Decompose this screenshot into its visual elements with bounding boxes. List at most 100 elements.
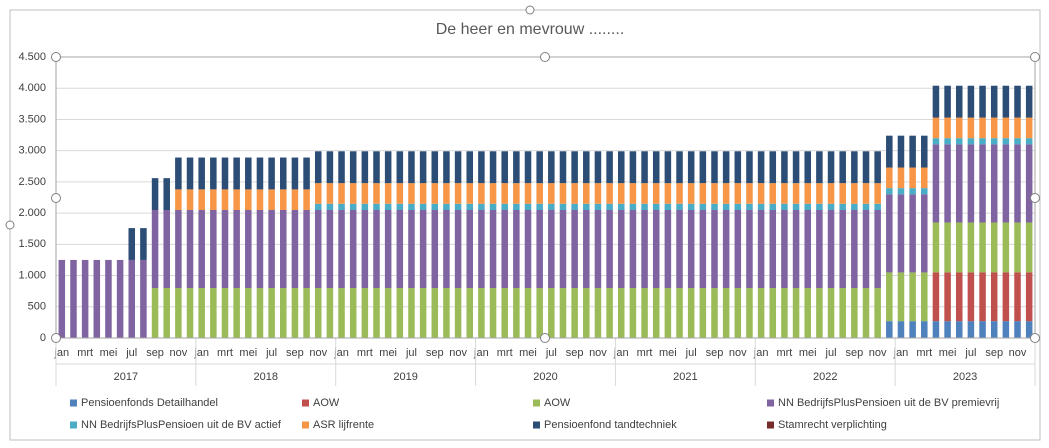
bar-segment — [454, 203, 462, 210]
bar-segment — [851, 203, 858, 210]
bar-segment — [559, 183, 567, 204]
bar-segment — [594, 209, 602, 289]
bar-segment — [886, 272, 893, 322]
bar-segment — [408, 288, 415, 338]
x-tick-label: mrt — [916, 347, 932, 359]
bar-segment — [186, 189, 194, 210]
bar-segment — [699, 288, 707, 338]
handle[interactable] — [5, 220, 15, 230]
bar-segment — [175, 288, 182, 338]
handle[interactable] — [51, 52, 61, 62]
bar-segment — [990, 117, 998, 139]
bar-segment — [443, 151, 450, 184]
bar-segment — [897, 135, 905, 168]
bar-segment — [932, 138, 940, 145]
bar-segment — [571, 209, 578, 289]
x-tick-label: nov — [589, 347, 607, 359]
bar-segment — [676, 288, 683, 338]
legend-label: Pensioenfonds Detailhandel — [81, 397, 218, 409]
x-tick-label: jan — [193, 347, 209, 359]
bar-segment — [792, 209, 800, 289]
bar-segment — [1025, 138, 1033, 145]
bar-segment — [851, 151, 858, 184]
bar-segment — [1025, 222, 1033, 273]
handle[interactable] — [51, 333, 61, 343]
bar-segment — [443, 183, 450, 204]
x-tick-label: nov — [449, 347, 467, 359]
bar-segment — [594, 183, 602, 204]
bar-segment — [979, 85, 986, 118]
bar-segment — [268, 288, 275, 338]
x-tick-label: sep — [845, 347, 863, 359]
bar-segment — [583, 151, 590, 184]
bar-segment — [664, 209, 672, 289]
bar-segment — [245, 288, 252, 338]
bar-segment — [932, 272, 940, 322]
handle[interactable] — [51, 193, 61, 203]
bar-segment — [606, 151, 613, 184]
bar-segment — [851, 288, 858, 338]
x-tick-label: mei — [379, 347, 397, 359]
bar-segment — [221, 189, 229, 210]
bar-segment — [944, 117, 951, 139]
bar-segment — [944, 85, 951, 118]
bar-segment — [268, 209, 275, 289]
bar-segment — [979, 222, 986, 273]
bar-segment — [349, 288, 357, 338]
bar-segment — [151, 288, 159, 338]
bar-segment — [955, 272, 963, 322]
legend-swatch — [533, 421, 540, 429]
bar-segment — [419, 183, 427, 204]
bar-segment — [268, 157, 275, 190]
bar-segment — [128, 228, 136, 260]
bar-segment — [361, 209, 369, 289]
bar-segment — [163, 288, 170, 338]
bar-segment — [792, 183, 800, 204]
handle[interactable] — [540, 333, 550, 343]
legend-swatch — [70, 421, 77, 429]
bar-segment — [921, 321, 928, 338]
chart-title: De heer en mevrouw ........ — [436, 21, 625, 38]
bar-segment — [221, 288, 229, 338]
bar-segment — [909, 321, 916, 338]
bar-segment — [478, 151, 485, 184]
bar-segment — [431, 209, 439, 289]
bar-segment — [384, 151, 392, 184]
bar-segment — [443, 209, 450, 289]
legend-swatch — [70, 399, 77, 407]
bar-segment — [979, 138, 986, 145]
y-tick-label: 2.500 — [18, 176, 46, 188]
x-tick-label: mei — [939, 347, 957, 359]
bar-segment — [827, 209, 835, 289]
bar-segment — [384, 183, 392, 204]
bar-segment — [478, 203, 485, 210]
bar-segment — [548, 288, 555, 338]
bar-segment — [711, 151, 718, 184]
handle[interactable] — [525, 5, 535, 15]
handle[interactable] — [1030, 333, 1040, 343]
bar-segment — [676, 151, 683, 184]
bar-segment — [245, 209, 252, 289]
x-tick-label: mei — [519, 347, 537, 359]
bar-segment — [781, 203, 788, 210]
bar-segment — [338, 288, 345, 338]
y-tick-label: 500 — [28, 301, 46, 313]
bar-segment — [617, 288, 625, 338]
x-tick-label: jan — [53, 347, 69, 359]
bar-segment — [524, 183, 532, 204]
handle[interactable] — [1030, 52, 1040, 62]
y-tick-label: 1.500 — [18, 238, 46, 250]
bar-segment — [652, 151, 660, 184]
bar-segment — [699, 183, 707, 204]
bar-segment — [384, 288, 392, 338]
bar-segment — [664, 151, 672, 184]
bar-segment — [641, 203, 648, 210]
bar-segment — [862, 183, 870, 204]
bar-segment — [1025, 144, 1033, 223]
bar-segment — [210, 157, 217, 190]
bar-segment — [548, 209, 555, 289]
handle[interactable] — [540, 52, 550, 62]
handle[interactable] — [1030, 193, 1040, 203]
bar-segment — [617, 151, 625, 184]
